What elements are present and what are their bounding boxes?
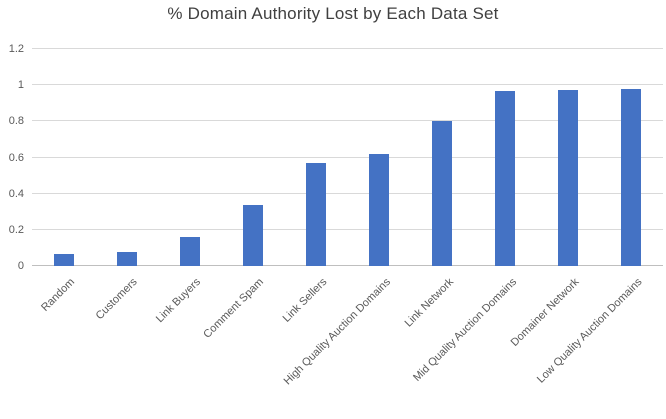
bar (432, 121, 453, 266)
plot-area (32, 48, 663, 266)
gridline (32, 84, 663, 86)
bar (621, 89, 642, 266)
y-axis-tick-label: 1 (17, 79, 24, 92)
x-axis-category-label: Link Network (402, 276, 456, 330)
x-axis-category-label: Domainer Network (508, 276, 582, 349)
y-axis-tick-label: 0 (17, 260, 24, 272)
x-axis-category-label: Customers (94, 276, 141, 323)
x-axis-category-label: High Quality Auction Domains (281, 276, 393, 388)
y-axis-tick-label: 0.4 (8, 187, 24, 200)
gridline (32, 228, 663, 230)
x-axis-category-label: Link Sellers (280, 276, 330, 325)
y-axis-tick-label: 0.6 (8, 151, 24, 164)
x-axis-category-label: Random (39, 276, 78, 314)
y-axis-tick-label: 0.2 (8, 223, 24, 236)
x-axis-category-label: Low Quality Auction Domains (535, 276, 645, 386)
bar (116, 252, 137, 266)
bar (369, 154, 390, 266)
gridline (32, 156, 663, 158)
x-axis-category-label: Mid Quality Auction Domains (410, 276, 519, 384)
chart-title: % Domain Authority Lost by Each Data Set (167, 4, 499, 23)
gridline (32, 192, 663, 194)
bar (558, 90, 579, 266)
x-axis-category-label: Link Buyers (154, 276, 204, 326)
bar (242, 205, 263, 266)
x-axis-category-label: Comment Spam (201, 276, 267, 341)
bar (495, 91, 516, 266)
x-axis-line (32, 265, 663, 266)
bar (179, 237, 200, 266)
y-axis-tick-label: 0.8 (8, 115, 24, 128)
gridline (32, 48, 663, 49)
y-axis-tick-label: 1.2 (8, 43, 24, 55)
bar (305, 163, 326, 266)
bar (53, 254, 74, 266)
gridline (32, 120, 663, 122)
